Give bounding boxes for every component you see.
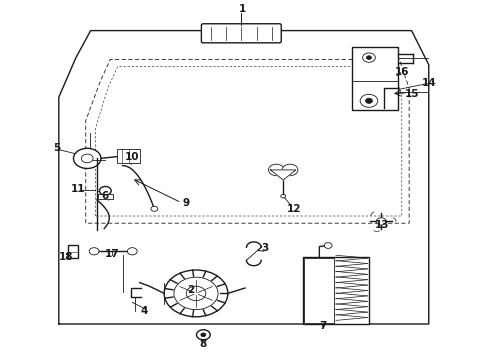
Circle shape [360, 94, 378, 107]
Circle shape [89, 248, 99, 255]
Text: 16: 16 [394, 67, 409, 77]
Circle shape [74, 148, 101, 168]
Text: 1: 1 [239, 4, 246, 14]
Text: 2: 2 [188, 285, 195, 295]
Text: 10: 10 [125, 152, 140, 162]
Text: 11: 11 [71, 184, 86, 194]
Circle shape [99, 186, 111, 195]
Circle shape [363, 53, 375, 62]
Circle shape [127, 248, 137, 255]
Bar [98, 194, 113, 199]
Text: 15: 15 [404, 89, 419, 99]
Circle shape [174, 277, 218, 310]
Circle shape [281, 194, 286, 198]
Circle shape [81, 154, 93, 163]
Text: 3: 3 [261, 243, 268, 253]
Circle shape [196, 330, 210, 340]
Bar [304, 258, 334, 323]
Circle shape [186, 286, 206, 301]
Text: 13: 13 [375, 220, 390, 230]
Text: 12: 12 [287, 204, 301, 214]
Bar [68, 245, 78, 258]
Circle shape [324, 243, 332, 248]
Circle shape [367, 56, 371, 59]
Text: 9: 9 [183, 198, 190, 208]
Circle shape [269, 164, 284, 176]
Circle shape [376, 218, 386, 225]
Text: 7: 7 [319, 321, 327, 331]
Bar [303, 257, 369, 324]
Polygon shape [270, 170, 296, 180]
Circle shape [282, 164, 298, 176]
Circle shape [201, 333, 206, 337]
Text: 8: 8 [200, 339, 207, 349]
Text: 6: 6 [102, 191, 109, 201]
Circle shape [366, 98, 372, 103]
FancyBboxPatch shape [201, 24, 281, 43]
Circle shape [164, 270, 228, 317]
Text: 5: 5 [53, 143, 60, 153]
Text: 4: 4 [141, 306, 148, 316]
Bar [352, 47, 398, 110]
Text: 17: 17 [104, 249, 119, 259]
Text: 14: 14 [421, 78, 436, 88]
Text: 18: 18 [59, 252, 74, 262]
Bar [117, 149, 140, 163]
Circle shape [151, 206, 158, 211]
